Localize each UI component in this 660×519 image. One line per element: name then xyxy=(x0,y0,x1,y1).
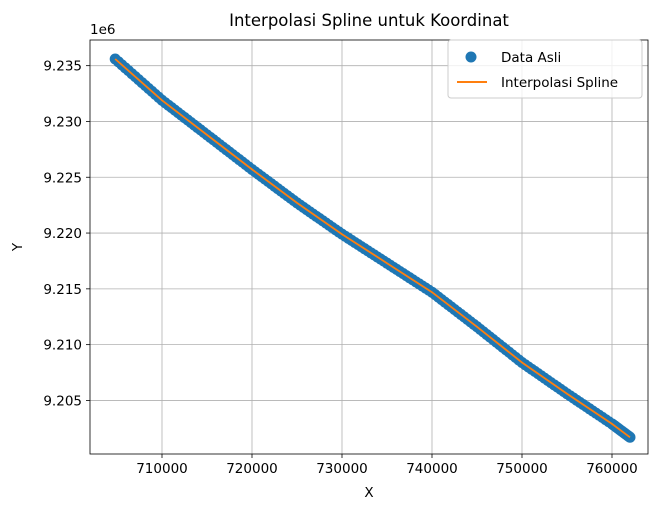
x-tick-label: 730000 xyxy=(316,461,368,477)
y-offset-label: 1e6 xyxy=(90,22,115,38)
x-tick-label: 760000 xyxy=(586,461,638,477)
y-axis-label: Y xyxy=(10,242,26,252)
data-layer xyxy=(109,53,636,443)
y-tick-label: 9.205 xyxy=(43,393,82,409)
axes-frame xyxy=(89,39,649,455)
x-tick-label: 750000 xyxy=(496,461,548,477)
legend-marker-data-asli xyxy=(465,51,477,63)
y-tick-label: 9.210 xyxy=(43,338,82,354)
spline-line xyxy=(114,58,631,439)
grid-lines xyxy=(90,40,648,454)
legend-label-interpolasi-spline: Interpolasi Spline xyxy=(501,75,618,91)
y-tick-label: 9.230 xyxy=(43,114,82,130)
x-tick-label: 710000 xyxy=(136,461,188,477)
y-tick-label: 9.215 xyxy=(43,282,82,298)
y-tick-label: 9.235 xyxy=(43,59,82,75)
x-tick-label: 740000 xyxy=(406,461,458,477)
x-ticks: 710000 720000 730000 740000 750000 760000 xyxy=(136,454,638,477)
x-tick-label: 720000 xyxy=(226,461,278,477)
y-tick-label: 9.220 xyxy=(43,226,82,242)
legend-label-data-asli: Data Asli xyxy=(501,50,561,66)
legend: Data Asli Interpolasi Spline xyxy=(447,39,643,99)
y-ticks: 9.205 9.210 9.215 9.220 9.225 9.230 9.235 xyxy=(43,59,90,409)
y-tick-label: 9.225 xyxy=(43,170,82,186)
chart-title: Interpolasi Spline untuk Koordinat xyxy=(229,11,509,30)
legend-box xyxy=(447,39,643,99)
x-axis-label: X xyxy=(364,485,373,501)
